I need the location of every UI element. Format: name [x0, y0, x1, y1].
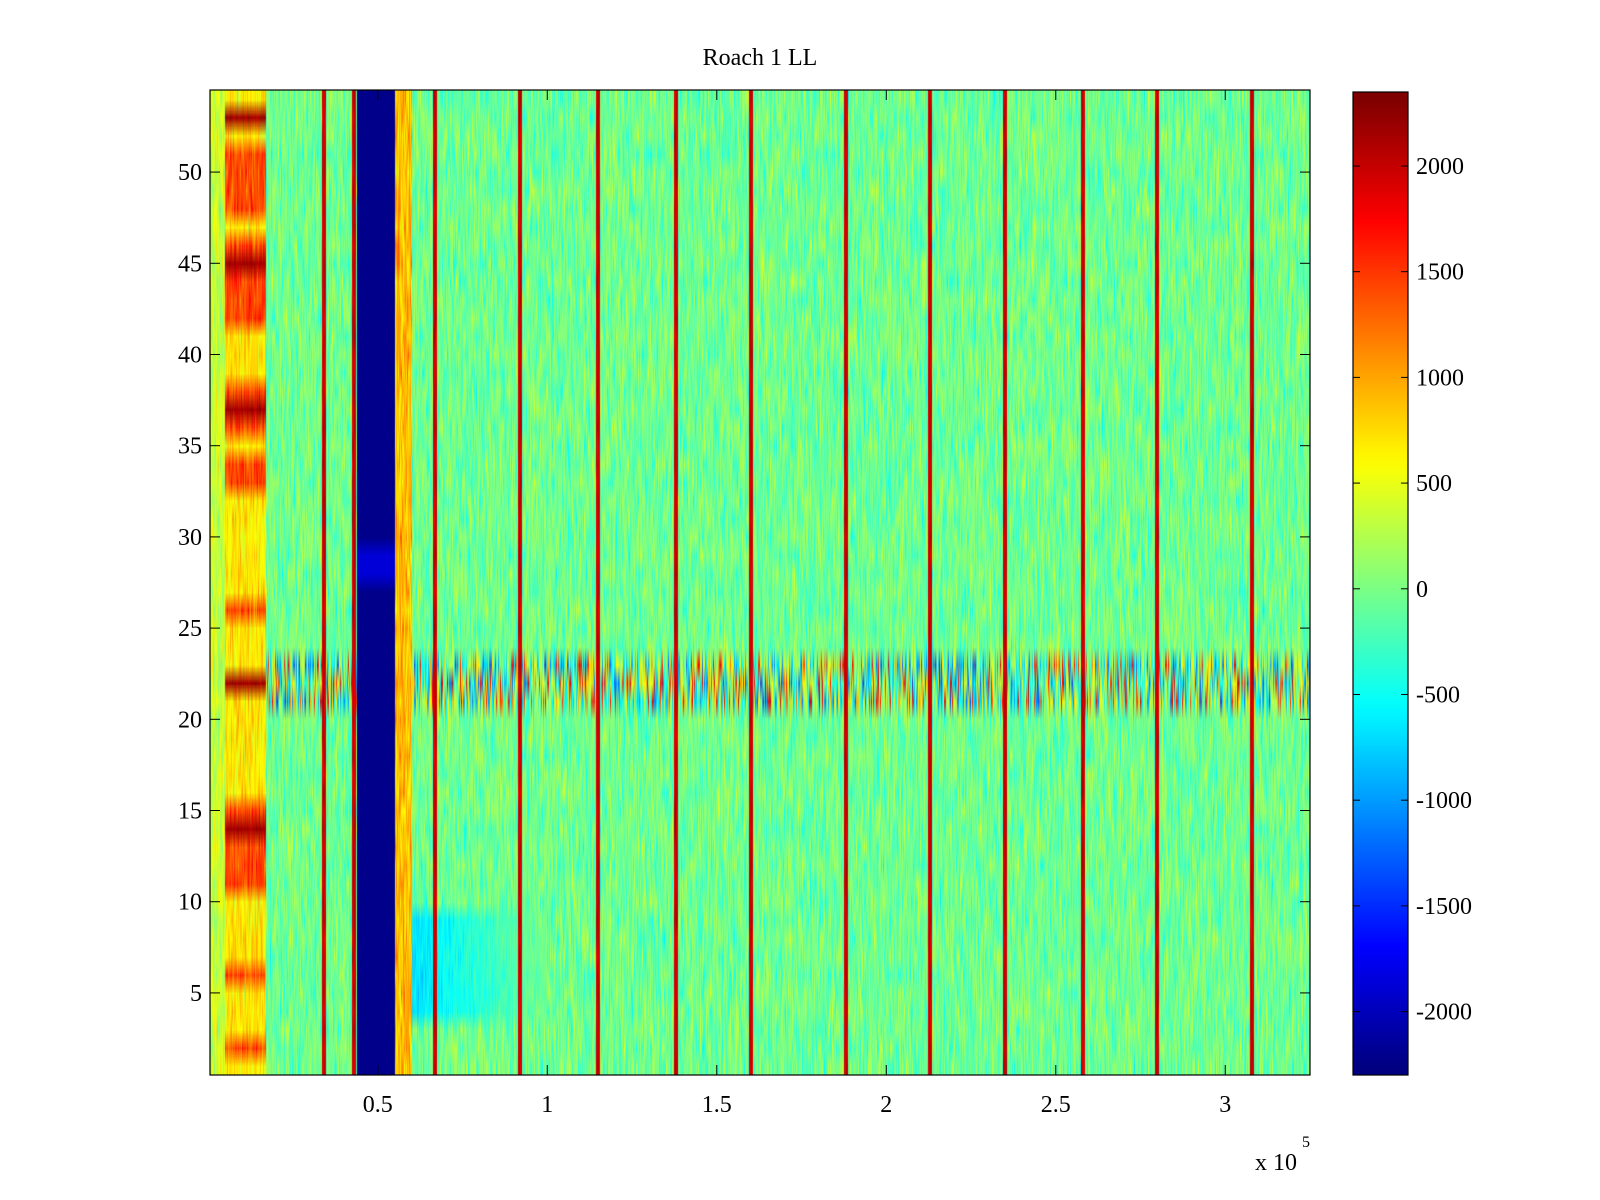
- colorbar-tick-label: 0: [1416, 577, 1428, 603]
- y-tick-label: 45: [178, 251, 202, 277]
- y-tick-label: 25: [178, 616, 202, 642]
- colorbar-tick-label: -1000: [1416, 788, 1472, 814]
- y-tick-label: 35: [178, 434, 202, 460]
- colorbar-tick-label: -2000: [1416, 1000, 1472, 1026]
- y-tick-label: 20: [178, 707, 202, 733]
- colorbar-tick-label: -1500: [1416, 894, 1472, 920]
- x-axis-exponent-label: x 10: [1255, 1150, 1297, 1176]
- colorbar-gradient: [1353, 92, 1408, 1075]
- colorbar-tick-label: 2000: [1416, 154, 1464, 180]
- y-tick-label: 50: [178, 160, 202, 186]
- plot-frame: [209, 89, 1311, 1076]
- colorbar-tick-label: 1000: [1416, 365, 1464, 391]
- x-axis-exponent-base: x 10: [1255, 1150, 1297, 1176]
- x-tick-label: 1: [541, 1092, 553, 1118]
- colorbar-tick-label: 500: [1416, 471, 1452, 497]
- colorbar-tick-label: 1500: [1416, 260, 1464, 286]
- colorbar-tick-label: -500: [1416, 682, 1460, 708]
- y-tick-label: 15: [178, 799, 202, 825]
- chart-title: Roach 1 LL: [703, 45, 818, 71]
- x-tick-label: 0.5: [363, 1092, 393, 1118]
- y-tick-label: 10: [178, 890, 202, 916]
- y-tick-label: 5: [190, 981, 202, 1007]
- heatmap-plot-area: [210, 90, 1310, 1075]
- y-axis: 5 10 15 20 25 30 35 40 45 50: [178, 160, 1310, 1007]
- x-tick-label: 2.5: [1041, 1092, 1071, 1118]
- colorbar-ticks: 2000 1500 1000 500 0 -500 -1000 -1500 -2000: [1353, 154, 1472, 1026]
- heatmap-image: [210, 90, 1310, 1075]
- x-axis-exponent-power: 5: [1302, 1134, 1310, 1151]
- y-tick-label: 40: [178, 342, 202, 368]
- x-tick-label: 2: [880, 1092, 892, 1118]
- y-tick-label: 30: [178, 525, 202, 551]
- colorbar: 2000 1500 1000 500 0 -500 -1000 -1500 -2000: [1352, 91, 1472, 1076]
- x-axis: 0.5 1 1.5 2 2.5 3: [363, 90, 1231, 1118]
- x-tick-label: 1.5: [702, 1092, 732, 1118]
- x-tick-label: 3: [1219, 1092, 1231, 1118]
- colorbar-frame: [1352, 91, 1409, 1076]
